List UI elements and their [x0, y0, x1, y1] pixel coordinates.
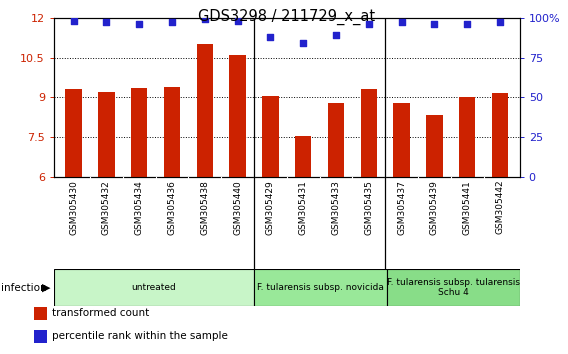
Point [364, 21, 373, 27]
Point [102, 19, 111, 25]
Text: GSM305435: GSM305435 [364, 180, 373, 235]
Bar [131, 88, 148, 177]
Text: GDS3298 / 211729_x_at: GDS3298 / 211729_x_at [198, 9, 375, 25]
Text: transformed count: transformed count [52, 308, 149, 318]
Bar [262, 96, 279, 177]
Point [135, 21, 144, 27]
Text: ▶: ▶ [41, 282, 50, 293]
Point [201, 16, 210, 22]
Point [168, 19, 177, 25]
Point [495, 19, 504, 25]
Text: F. tularensis subsp. novicida: F. tularensis subsp. novicida [257, 283, 383, 292]
Text: percentile rank within the sample: percentile rank within the sample [52, 331, 228, 341]
Bar [65, 89, 82, 177]
Point [69, 18, 78, 24]
Text: GSM305432: GSM305432 [102, 180, 111, 234]
Bar [98, 92, 115, 177]
Text: F. tularensis subsp. tularensis
Schu 4: F. tularensis subsp. tularensis Schu 4 [387, 278, 520, 297]
FancyBboxPatch shape [387, 269, 520, 306]
Bar [459, 97, 475, 177]
Text: untreated: untreated [131, 283, 176, 292]
Text: GSM305440: GSM305440 [233, 180, 242, 234]
Bar [34, 307, 47, 320]
FancyBboxPatch shape [253, 269, 387, 306]
Text: GSM305438: GSM305438 [201, 180, 210, 235]
Text: GSM305436: GSM305436 [168, 180, 177, 235]
Text: GSM305434: GSM305434 [135, 180, 144, 234]
Bar [164, 87, 180, 177]
Text: GSM305439: GSM305439 [430, 180, 439, 235]
Bar [197, 44, 213, 177]
Point [430, 21, 439, 27]
Point [463, 21, 472, 27]
Bar [229, 55, 246, 177]
Bar [492, 93, 508, 177]
Bar [426, 115, 442, 177]
Text: GSM305430: GSM305430 [69, 180, 78, 235]
Point [397, 19, 406, 25]
Text: GSM305433: GSM305433 [332, 180, 341, 235]
Point [299, 40, 308, 46]
Point [233, 18, 242, 24]
Point [332, 32, 341, 38]
Bar [328, 103, 344, 177]
Point [266, 34, 275, 40]
Text: GSM305441: GSM305441 [463, 180, 472, 234]
Text: GSM305437: GSM305437 [397, 180, 406, 235]
Bar [394, 103, 410, 177]
Bar [295, 136, 311, 177]
FancyBboxPatch shape [54, 269, 253, 306]
Text: GSM305431: GSM305431 [299, 180, 308, 235]
Text: GSM305429: GSM305429 [266, 180, 275, 234]
Bar [361, 89, 377, 177]
Bar [34, 330, 47, 343]
Text: infection: infection [1, 282, 47, 293]
Text: GSM305442: GSM305442 [495, 180, 504, 234]
